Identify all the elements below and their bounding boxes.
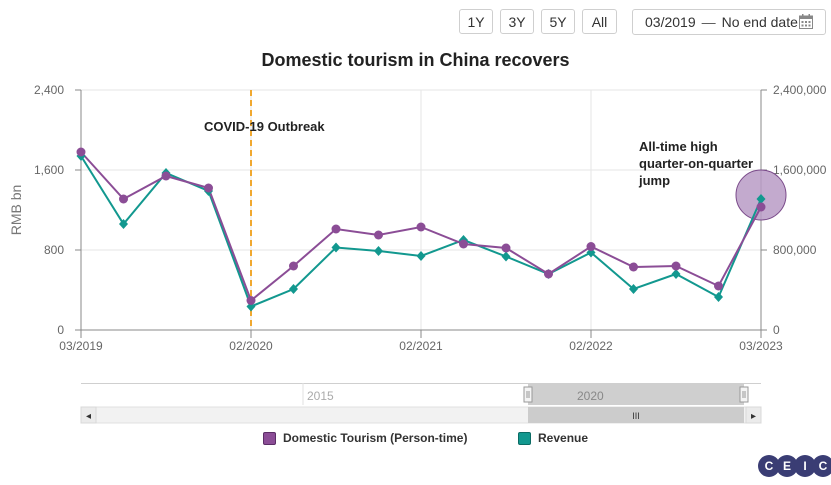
date-separator: — bbox=[701, 14, 716, 30]
covid-outbreak-annotation: COVID-19 Outbreak bbox=[204, 119, 325, 134]
legend-label-tourism: Domestic Tourism (Person-time) bbox=[283, 431, 468, 445]
y-right-tick-label: 0 bbox=[773, 323, 780, 337]
tourism-data-point bbox=[246, 296, 256, 305]
y-axis-label: RMB bn bbox=[8, 185, 24, 236]
tourism-data-point bbox=[204, 183, 213, 193]
tourism-data-point bbox=[629, 262, 638, 272]
revenue-data-point bbox=[671, 269, 681, 279]
range-5y-button[interactable]: 5Y bbox=[541, 9, 575, 34]
range-1y-button[interactable]: 1Y bbox=[459, 9, 493, 34]
tourism-data-point bbox=[459, 239, 468, 249]
record-annotation-line-1: All-time high bbox=[639, 139, 718, 154]
scroll-right-button[interactable] bbox=[745, 406, 762, 424]
x-tick-label: 02/2022 bbox=[569, 339, 613, 353]
calendar-icon[interactable] bbox=[799, 14, 813, 29]
y-right-tick-label: 2,400,000 bbox=[773, 83, 827, 97]
tourism-data-point bbox=[671, 261, 681, 271]
legend-label-revenue: Revenue bbox=[538, 431, 589, 445]
tourism-data-point bbox=[501, 243, 511, 253]
revenue-data-point bbox=[289, 284, 298, 294]
x-tick-label: 03/2019 bbox=[59, 339, 103, 353]
chart-title: Domestic tourism in China recovers bbox=[261, 50, 570, 70]
tourism-data-point bbox=[714, 281, 723, 291]
revenue-data-point bbox=[629, 284, 638, 294]
navigator-label-2015: 2015 bbox=[307, 389, 334, 403]
x-tick-label: 03/2023 bbox=[739, 339, 783, 353]
legend-swatch-tourism bbox=[263, 431, 276, 445]
navigator-scrollbar-thumb[interactable] bbox=[528, 407, 744, 423]
y-left-tick-label: 800 bbox=[44, 243, 64, 257]
scroll-left-button[interactable] bbox=[80, 406, 97, 424]
tourism-data-point bbox=[374, 230, 383, 240]
record-annotation: All-time high quarter-on-quarter jump bbox=[638, 139, 757, 188]
tourism-data-point bbox=[331, 224, 341, 234]
x-tick-label: 02/2020 bbox=[229, 339, 273, 353]
date-range-picker[interactable]: 03/2019 — No end date bbox=[632, 9, 826, 35]
revenue-data-point bbox=[416, 251, 426, 261]
y-left-tick-label: 0 bbox=[57, 323, 64, 337]
y-left-tick-label: 2,400 bbox=[34, 83, 64, 97]
record-annotation-line-2: quarter-on-quarter bbox=[639, 156, 753, 171]
y-right-tick-label: 1,600,000 bbox=[773, 163, 827, 177]
revenue-data-point bbox=[119, 219, 128, 229]
legend-item-tourism[interactable]: Domestic Tourism (Person-time) bbox=[263, 431, 467, 445]
tourism-data-point bbox=[161, 171, 171, 181]
range-3y-button[interactable]: 3Y bbox=[500, 9, 534, 34]
navigator-label-2020: 2020 bbox=[577, 389, 604, 403]
revenue-data-point bbox=[714, 292, 723, 302]
date-to: No end date bbox=[721, 14, 798, 30]
tourism-data-point bbox=[119, 194, 128, 204]
scrollbar-grip: III bbox=[632, 411, 640, 421]
revenue-data-point bbox=[501, 251, 511, 262]
tourism-data-point bbox=[756, 202, 766, 212]
grid-lines bbox=[80, 89, 762, 330]
navigator-left-handle[interactable] bbox=[523, 386, 533, 403]
record-annotation-line-3: jump bbox=[638, 173, 670, 188]
range-all-button[interactable]: All bbox=[582, 9, 617, 34]
axes: 0 0 800 800,000 1,600 1,600,000 2,400 2,400,000… bbox=[34, 83, 827, 353]
revenue-data-point bbox=[331, 242, 341, 253]
tourism-data-point bbox=[289, 261, 298, 271]
y-right-tick-label: 800,000 bbox=[773, 243, 817, 257]
navigator-right-handle[interactable] bbox=[739, 386, 749, 403]
tourism-data-point bbox=[544, 269, 553, 279]
legend-swatch-revenue bbox=[518, 431, 531, 445]
revenue-data-point bbox=[756, 194, 766, 204]
tourism-data-point bbox=[586, 242, 596, 251]
scroll-right-icon: ▸ bbox=[751, 411, 756, 422]
y-left-tick-label: 1,600 bbox=[34, 163, 64, 177]
date-from: 03/2019 bbox=[645, 14, 696, 30]
legend-item-revenue[interactable]: Revenue bbox=[518, 431, 588, 445]
range-navigator[interactable]: 2015 2020 III ◂ ▸ bbox=[0, 383, 831, 428]
line-chart: 0 0 800 800,000 1,600 1,600,000 2,400 2,400,000… bbox=[8, 83, 827, 353]
navigator-selected-range[interactable] bbox=[528, 383, 744, 405]
scroll-left-icon: ◂ bbox=[86, 411, 91, 422]
tourism-data-point bbox=[416, 222, 426, 232]
revenue-data-point bbox=[374, 246, 383, 256]
x-tick-label: 02/2021 bbox=[399, 339, 443, 353]
tourism-data-point bbox=[76, 147, 86, 157]
